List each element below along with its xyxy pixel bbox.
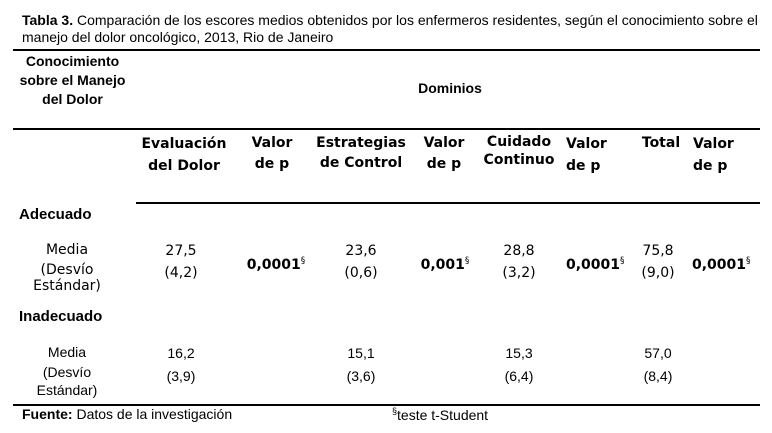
section-marker: §: [746, 256, 751, 266]
section-marker: §: [464, 256, 470, 266]
mean-value: 57,0: [644, 345, 672, 361]
table-note: §teste t-Student: [392, 406, 488, 423]
col-header-evaluacion: Evaluación del Dolor: [141, 136, 227, 174]
section-marker: §: [620, 256, 625, 266]
source-text: Datos de la investigación: [72, 406, 233, 422]
p-value: 0,0001: [692, 257, 747, 273]
top-rule: [13, 49, 760, 51]
p-value: 0,0001: [246, 257, 301, 273]
p-value: 0,001: [420, 257, 465, 273]
col-header-estrategias: Estrategias de Control: [316, 135, 406, 171]
cell-adecuado-p3: 0,0001§: [566, 251, 642, 276]
col-header-pvalue-1: Valor de p: [251, 135, 293, 172]
cell-inadecuado-estrategias: 15,1 (3,6): [326, 342, 396, 388]
cell-inadecuado-cuidado: 15,3 (6,4): [484, 342, 554, 388]
subheader-rule: [136, 202, 760, 204]
cell-adecuado-p1: 0,0001§: [236, 251, 316, 276]
col-header-pvalue-4: Valor de p: [693, 136, 734, 174]
sd-value: (0,6): [344, 265, 378, 281]
sd-value: (8,4): [643, 368, 673, 384]
stat-label-estandar: Estándar): [36, 382, 98, 398]
caption-text: Comparación de los escores medios obteni…: [22, 12, 758, 45]
cell-adecuado-total: 75,8 (9,0): [636, 240, 680, 284]
stat-label-adecuado: Media (Desvío Estándar): [14, 240, 120, 296]
sd-value: (6,4): [504, 368, 534, 384]
p-value: 0,0001: [566, 257, 621, 273]
mean-value: 27,5: [165, 243, 197, 259]
section-marker: §: [300, 256, 306, 266]
sd-value: (4,2): [164, 265, 198, 281]
stat-label-inadecuado: Media (Desvío Estándar): [14, 342, 120, 400]
stat-label-estandar: Estándar): [33, 278, 101, 294]
cell-adecuado-p4: 0,0001§: [692, 251, 768, 276]
caption-label: Tabla 3.: [22, 12, 74, 28]
cell-adecuado-evaluacion: 27,5 (4,2): [146, 240, 216, 284]
mean-value: 16,2: [167, 345, 195, 361]
group-header-dominios: Dominios: [418, 80, 482, 96]
source-label: Fuente:: [22, 406, 73, 422]
col-header-pvalue-3: Valor de p: [566, 136, 607, 174]
mean-value: 15,1: [347, 345, 375, 361]
col-header-total: Total: [641, 135, 681, 151]
cell-adecuado-cuidado: 28,8 (3,2): [484, 240, 554, 284]
group-label-inadecuado: Inadecuado: [19, 308, 103, 325]
mean-value: 28,8: [503, 243, 535, 259]
mean-value: 75,8: [642, 243, 674, 259]
sd-value: (3,9): [166, 368, 196, 384]
cell-inadecuado-total: 57,0 (8,4): [636, 342, 680, 388]
mean-value: 15,3: [505, 345, 533, 361]
table-caption: Tabla 3. Comparación de los escores medi…: [22, 12, 762, 46]
cell-adecuado-estrategias: 23,6 (0,6): [326, 240, 396, 284]
sd-value: (9,0): [641, 265, 675, 281]
col-header-pvalue-2: Valor de p: [423, 135, 465, 172]
row-label-header: Conocimiento sobre el Manejo del Dolor: [19, 53, 126, 107]
stat-label-media: Media: [45, 242, 89, 258]
bottom-rule: [13, 404, 760, 406]
sd-value: (3,2): [502, 265, 536, 281]
cell-adecuado-p2: 0,001§: [412, 251, 478, 276]
group-label-adecuado: Adecuado: [19, 206, 92, 223]
mean-value: 23,6: [345, 243, 377, 259]
sd-value: (3,6): [346, 368, 376, 384]
note-text: teste t-Student: [397, 407, 489, 423]
stat-label-desvio: (Desvío: [42, 364, 92, 380]
col-header-cuidado: Cuidado Continuo: [483, 134, 555, 168]
note-marker: §: [392, 406, 398, 416]
stat-label-desvio: (Desvío: [40, 262, 94, 278]
cell-inadecuado-evaluacion: 16,2 (3,9): [146, 342, 216, 388]
header-rule: [13, 128, 760, 130]
stat-label-media: Media: [47, 344, 87, 360]
table-source: Fuente: Datos de la investigación: [22, 406, 232, 422]
